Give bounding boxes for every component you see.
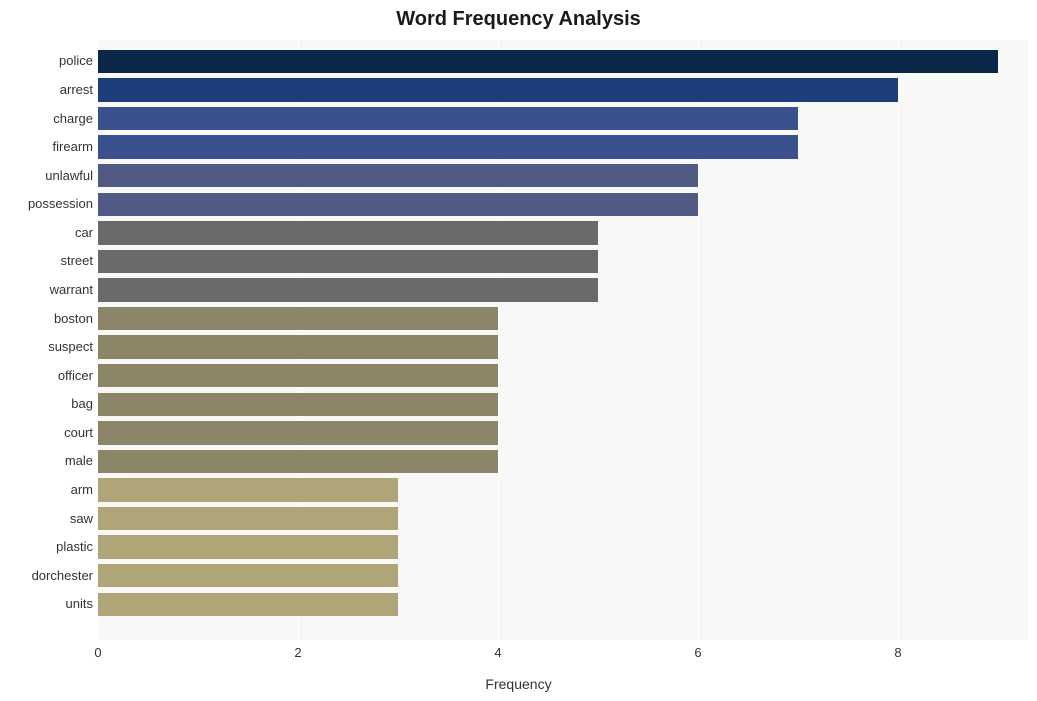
y-axis-label: arrest: [60, 78, 93, 102]
bar-row: [98, 193, 1028, 216]
y-axis-label: police: [59, 49, 93, 73]
y-axis-label: dorchester: [32, 564, 93, 588]
bar: [98, 278, 598, 301]
y-axis-label: street: [60, 249, 93, 273]
y-axis-label: bag: [71, 392, 93, 416]
bar-row: [98, 307, 1028, 330]
bar: [98, 78, 898, 101]
y-axis-label: arm: [71, 478, 93, 502]
y-axis-label: boston: [54, 307, 93, 331]
bar-row: [98, 507, 1028, 530]
y-axis-label: officer: [58, 364, 93, 388]
bar-row: [98, 335, 1028, 358]
bar: [98, 364, 498, 387]
bar: [98, 421, 498, 444]
x-axis: 02468: [98, 645, 1028, 665]
bar-row: [98, 221, 1028, 244]
x-axis-tick: 0: [94, 645, 101, 660]
bar: [98, 535, 398, 558]
chart-title: Word Frequency Analysis: [0, 8, 1037, 31]
bar: [98, 507, 398, 530]
bar-row: [98, 164, 1028, 187]
bar-row: [98, 593, 1028, 616]
bar-row: [98, 107, 1028, 130]
bar: [98, 221, 598, 244]
y-axis-label: suspect: [48, 335, 93, 359]
plot-area: [98, 40, 1028, 640]
bar-row: [98, 278, 1028, 301]
y-axis-label: plastic: [56, 535, 93, 559]
y-axis-label: firearm: [53, 135, 93, 159]
y-axis-label: court: [64, 421, 93, 445]
bar-row: [98, 78, 1028, 101]
y-axis-label: unlawful: [45, 164, 93, 188]
x-axis-tick: 6: [694, 645, 701, 660]
y-axis-label: male: [65, 449, 93, 473]
x-axis-tick: 8: [894, 645, 901, 660]
bar: [98, 50, 998, 73]
bar: [98, 450, 498, 473]
bar: [98, 393, 498, 416]
bar-row: [98, 478, 1028, 501]
bar: [98, 478, 398, 501]
bar: [98, 307, 498, 330]
x-axis-title: Frequency: [0, 676, 1037, 692]
x-axis-tick: 4: [494, 645, 501, 660]
y-axis-label: saw: [70, 507, 93, 531]
bar-row: [98, 535, 1028, 558]
bar: [98, 564, 398, 587]
y-axis-label: possession: [28, 192, 93, 216]
bar: [98, 593, 398, 616]
bar-row: [98, 421, 1028, 444]
x-axis-tick: 2: [294, 645, 301, 660]
y-axis-label: charge: [53, 107, 93, 131]
bar-row: [98, 393, 1028, 416]
bar-row: [98, 50, 1028, 73]
bar: [98, 335, 498, 358]
y-axis-label: units: [66, 592, 93, 616]
chart-container: Word Frequency Analysis 02468 Frequency …: [0, 0, 1037, 701]
y-axis-label: car: [75, 221, 93, 245]
bar-row: [98, 564, 1028, 587]
bar: [98, 193, 698, 216]
bar: [98, 135, 798, 158]
bar-row: [98, 135, 1028, 158]
bar: [98, 164, 698, 187]
bar: [98, 250, 598, 273]
bar-row: [98, 450, 1028, 473]
bar-row: [98, 364, 1028, 387]
bar-row: [98, 250, 1028, 273]
y-axis-label: warrant: [50, 278, 93, 302]
bar: [98, 107, 798, 130]
